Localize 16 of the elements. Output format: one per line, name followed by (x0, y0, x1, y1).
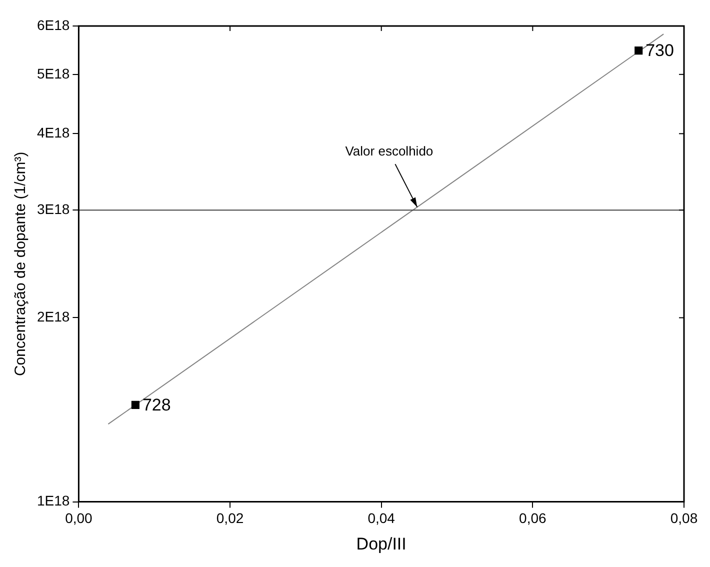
y-tick-label: 4E18 (36, 124, 70, 141)
x-tick-label: 0,08 (670, 510, 698, 526)
y-tick-label: 5E18 (36, 65, 70, 82)
x-tick-label: 0,06 (519, 510, 547, 526)
x-axis-title: Dop/III (356, 534, 406, 554)
y-tick-label: 1E18 (36, 492, 70, 509)
annotation: Valor escolhido (345, 144, 434, 159)
x-tick-label: 0,00 (65, 510, 93, 526)
y-tick-label: 2E18 (36, 308, 70, 325)
x-tick-label: 0,04 (368, 510, 396, 526)
x-tick-label: 0,02 (216, 510, 244, 526)
y-tick-label: 3E18 (36, 200, 70, 217)
y-tick-label: 6E18 (36, 16, 70, 33)
series-label: 730 (646, 41, 674, 60)
series-label: 728 (142, 396, 171, 415)
y-axis-title: Concentração de dopante (1/cm³) (12, 152, 30, 376)
